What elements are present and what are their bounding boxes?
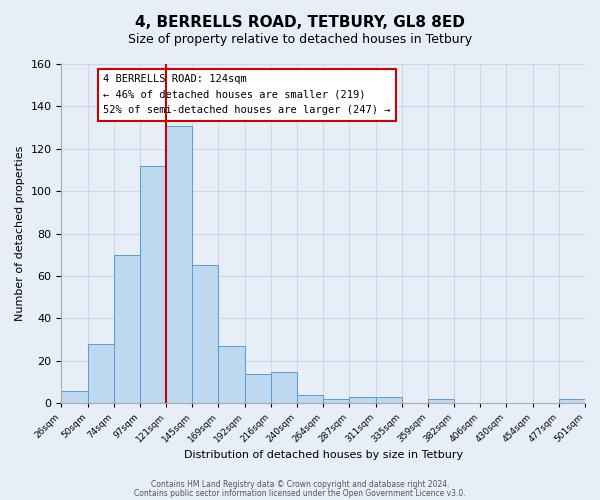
Bar — [245, 374, 271, 404]
Text: 4, BERRELLS ROAD, TETBURY, GL8 8ED: 4, BERRELLS ROAD, TETBURY, GL8 8ED — [135, 15, 465, 30]
Bar — [218, 346, 245, 404]
Bar — [376, 397, 402, 404]
Bar — [193, 266, 218, 404]
Bar — [271, 372, 297, 404]
Y-axis label: Number of detached properties: Number of detached properties — [15, 146, 25, 322]
Bar — [61, 390, 88, 404]
Bar — [428, 399, 454, 404]
X-axis label: Distribution of detached houses by size in Tetbury: Distribution of detached houses by size … — [184, 450, 463, 460]
Bar — [349, 397, 376, 404]
Bar — [88, 344, 114, 404]
Text: Size of property relative to detached houses in Tetbury: Size of property relative to detached ho… — [128, 32, 472, 46]
Bar — [140, 166, 166, 404]
Bar — [114, 255, 140, 404]
Text: Contains HM Land Registry data © Crown copyright and database right 2024.: Contains HM Land Registry data © Crown c… — [151, 480, 449, 489]
Text: 4 BERRELLS ROAD: 124sqm
← 46% of detached houses are smaller (219)
52% of semi-d: 4 BERRELLS ROAD: 124sqm ← 46% of detache… — [103, 74, 391, 116]
Text: Contains public sector information licensed under the Open Government Licence v3: Contains public sector information licen… — [134, 488, 466, 498]
Bar — [297, 395, 323, 404]
Bar — [166, 126, 193, 404]
Bar — [323, 399, 349, 404]
Bar — [559, 399, 585, 404]
